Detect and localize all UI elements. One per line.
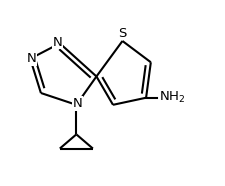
Text: S: S — [118, 27, 126, 40]
Text: N: N — [72, 97, 82, 110]
Text: NH$_2$: NH$_2$ — [158, 90, 184, 105]
Text: N: N — [52, 36, 62, 49]
Text: N: N — [27, 52, 36, 65]
